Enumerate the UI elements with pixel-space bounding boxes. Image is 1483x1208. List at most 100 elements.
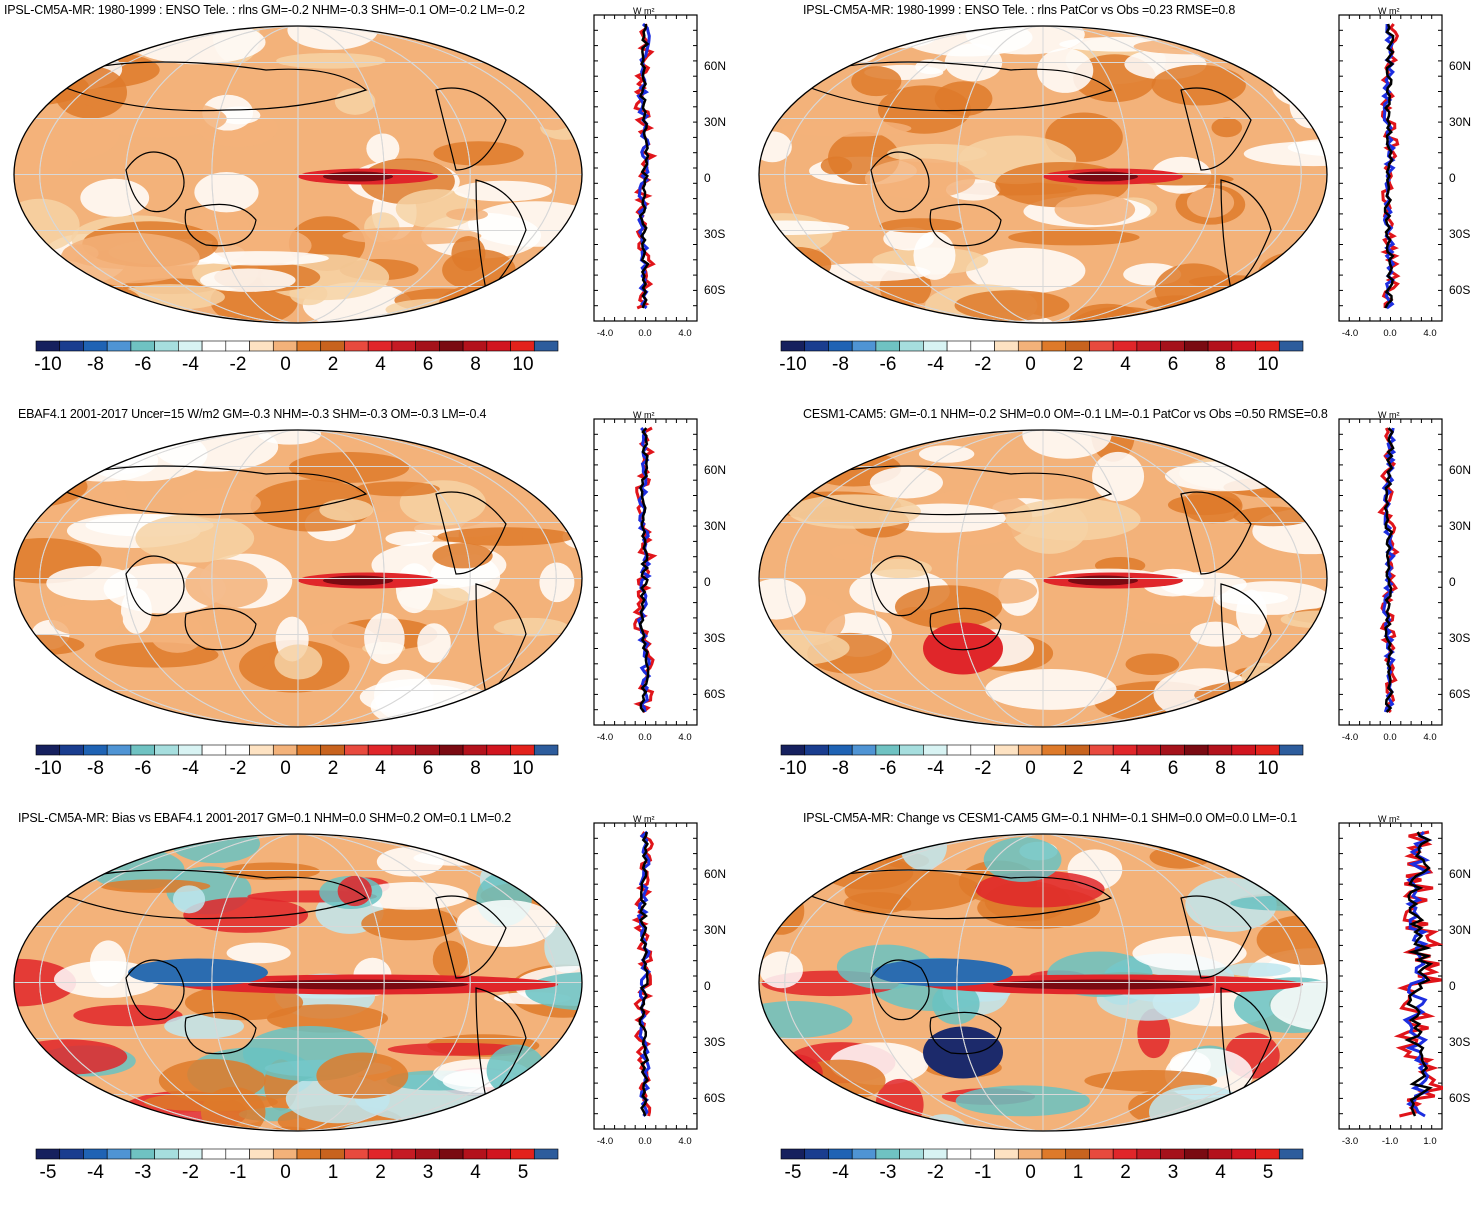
zonal-mean-plot [1338,822,1443,1140]
zonal-x-tick-label: 4.0 [1423,328,1436,339]
latitude-label: 30N [1449,923,1471,937]
colorbar-tick-label: -5 [40,1162,57,1184]
colorbar-tick-label: 6 [1168,354,1179,376]
zonal-x-tick-label: 4.0 [678,1136,691,1147]
colorbar-tick-label: 4 [375,354,386,376]
zonal-x-tick-label: 4.0 [678,328,691,339]
colorbar-tick-label: -10 [779,758,806,780]
latitude-label: 60S [704,687,725,701]
latitude-label: 0 [704,575,711,589]
colorbar [35,340,559,352]
cesm-panel: CESM1-CAM5: GM=-0.1 NHM=-0.2 SHM=0.0 OM=… [753,404,1483,804]
colorbar-tick-label: 10 [1257,758,1278,780]
zonal-x-tick-label: 4.0 [1423,732,1436,743]
colorbar-tick-label: 8 [470,354,481,376]
colorbar [35,744,559,756]
colorbar-tick-label: 6 [423,758,434,780]
latitude-label: 30N [704,519,726,533]
world-map [751,424,1335,733]
colorbar-tick-label: 10 [512,354,533,376]
model-enso-panel: IPSL-CM5A-MR: 1980-1999 : ENSO Tele. : r… [8,0,743,400]
colorbar [35,1148,559,1160]
zonal-mean-plot [593,418,698,736]
colorbar-tick-label: -3 [135,1162,152,1184]
colorbar [780,744,1304,756]
colorbar-tick-label: -8 [832,758,849,780]
units-label: W m² [1378,6,1400,16]
zonal-mean-plot [1338,14,1443,332]
colorbar-tick-label: -1 [230,1162,247,1184]
latitude-label: 60S [1449,283,1470,297]
colorbar-tick-label: 6 [423,354,434,376]
change-panel: IPSL-CM5A-MR: Change vs CESM1-CAM5 GM=-0… [753,808,1483,1208]
colorbar-tick-label: 1 [1073,1162,1084,1184]
latitude-label: 60S [704,1091,725,1105]
world-map [751,20,1335,329]
colorbar-tick-label: -2 [975,758,992,780]
world-map [6,20,590,329]
colorbar-tick-label: -5 [785,1162,802,1184]
colorbar-tick-label: 8 [1215,354,1226,376]
colorbar-tick-label: -10 [34,354,61,376]
colorbar-tick-label: -4 [832,1162,849,1184]
colorbar-tick-label: 8 [1215,758,1226,780]
colorbar-tick-label: 3 [423,1162,434,1184]
colorbar-tick-label: -2 [927,1162,944,1184]
zonal-x-tick-label: 0.0 [638,1136,651,1147]
zonal-mean-plot [593,14,698,332]
colorbar-tick-label: -4 [182,758,199,780]
colorbar-tick-label: 3 [1168,1162,1179,1184]
colorbar-tick-label: -4 [87,1162,104,1184]
colorbar-tick-label: -8 [832,354,849,376]
zonal-x-tick-label: -1.0 [1382,1136,1398,1147]
latitude-label: 30S [704,1035,725,1049]
panel-title: IPSL-CM5A-MR: 1980-1999 : ENSO Tele. : r… [803,3,1235,17]
world-map [6,828,590,1137]
zonal-mean-plot [1338,418,1443,736]
colorbar-tick-label: 5 [1263,1162,1274,1184]
zonal-x-tick-label: 0.0 [638,732,651,743]
colorbar-tick-label: 0 [1025,758,1036,780]
colorbar-tick-label: 0 [280,354,291,376]
colorbar-tick-label: 0 [280,1162,291,1184]
latitude-label: 60N [704,867,726,881]
latitude-label: 60N [1449,59,1471,73]
bias-panel: IPSL-CM5A-MR: Bias vs EBAF4.1 2001-2017 … [8,808,743,1208]
latitude-label: 60N [1449,867,1471,881]
colorbar-tick-label: -6 [135,758,152,780]
colorbar [780,340,1304,352]
units-label: W m² [633,410,655,420]
zonal-x-tick-label: -4.0 [1342,328,1358,339]
colorbar-tick-label: -4 [182,354,199,376]
latitude-label: 30S [1449,631,1470,645]
colorbar-tick-label: 10 [1257,354,1278,376]
units-label: W m² [633,814,655,824]
colorbar-tick-label: 4 [1120,758,1131,780]
obs-ebaf-panel: EBAF4.1 2001-2017 Uncer=15 W/m2 GM=-0.3 … [8,404,743,804]
zonal-x-tick-label: -4.0 [1342,732,1358,743]
colorbar-tick-label: -10 [34,758,61,780]
colorbar-tick-label: -8 [87,758,104,780]
panel-title: CESM1-CAM5: GM=-0.1 NHM=-0.2 SHM=0.0 OM=… [803,407,1328,421]
latitude-label: 0 [1449,575,1456,589]
panel-title: IPSL-CM5A-MR: Bias vs EBAF4.1 2001-2017 … [18,811,511,825]
colorbar-tick-label: 2 [375,1162,386,1184]
units-label: W m² [1378,814,1400,824]
colorbar-tick-label: -2 [182,1162,199,1184]
colorbar-tick-label: -6 [880,354,897,376]
colorbar-tick-label: 2 [328,354,339,376]
latitude-label: 30S [1449,227,1470,241]
latitude-label: 30S [1449,1035,1470,1049]
latitude-label: 30S [704,631,725,645]
colorbar-tick-label: 10 [512,758,533,780]
zonal-mean-plot [593,822,698,1140]
colorbar-tick-label: 8 [470,758,481,780]
model-patcor-panel: IPSL-CM5A-MR: 1980-1999 : ENSO Tele. : r… [753,0,1483,400]
latitude-label: 30N [1449,115,1471,129]
latitude-label: 30N [704,923,726,937]
latitude-label: 30N [704,115,726,129]
colorbar [780,1148,1304,1160]
